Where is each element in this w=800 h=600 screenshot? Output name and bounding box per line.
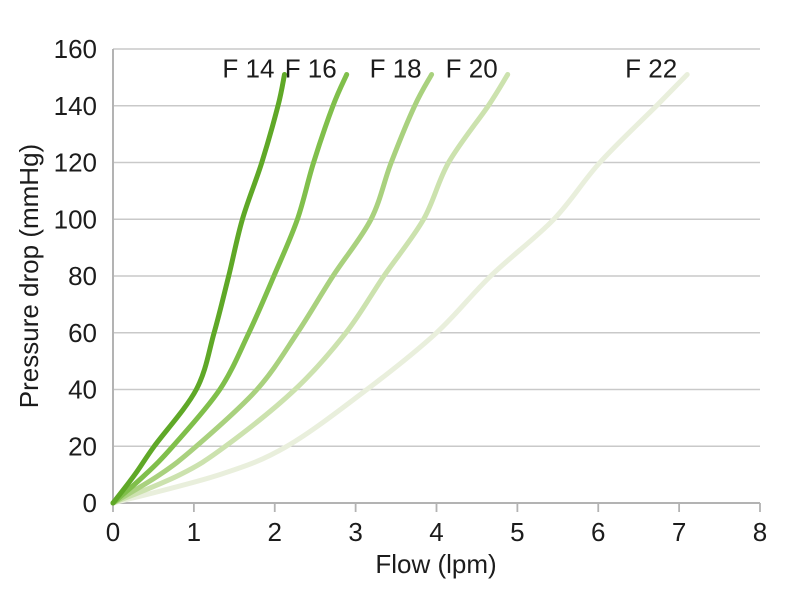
x-tick-label-8: 8 — [753, 517, 767, 547]
x-tick-label-7: 7 — [672, 517, 686, 547]
series-lines-layer — [110, 72, 690, 506]
x-tick-label-3: 3 — [348, 517, 362, 547]
series-label-f-22: F 22 — [625, 54, 677, 84]
x-axis-title: Flow (lpm) — [375, 549, 496, 579]
x-tick-label-4: 4 — [429, 517, 443, 547]
x-tick-label-2: 2 — [268, 517, 282, 547]
y-tick-label-20: 20 — [68, 431, 97, 461]
x-tick-label-5: 5 — [510, 517, 524, 547]
y-tick-label-160: 160 — [54, 34, 97, 64]
y-tick-label-40: 40 — [68, 375, 97, 405]
gridlines-layer — [113, 48, 760, 448]
series-line-f-18 — [110, 72, 435, 506]
y-tick-label-80: 80 — [68, 261, 97, 291]
series-label-f-14: F 14 — [222, 54, 274, 84]
series-line-f-14 — [110, 72, 287, 506]
y-tick-label-60: 60 — [68, 318, 97, 348]
series-line-f-22 — [110, 72, 690, 506]
series-label-f-18: F 18 — [370, 54, 422, 84]
y-axis-title: Pressure drop (mmHg) — [14, 144, 44, 408]
x-tick-label-0: 0 — [106, 517, 120, 547]
series-line-f-16 — [110, 72, 350, 506]
y-tick-label-100: 100 — [54, 204, 97, 234]
x-tick-label-6: 6 — [591, 517, 605, 547]
series-line-f-20 — [110, 72, 511, 506]
axes-layer — [112, 49, 761, 512]
series-label-f-20: F 20 — [446, 54, 498, 84]
y-tick-label-120: 120 — [54, 148, 97, 178]
y-tick-label-0: 0 — [83, 488, 97, 518]
series-label-f-16: F 16 — [285, 54, 337, 84]
y-tick-label-140: 140 — [54, 91, 97, 121]
x-tick-label-1: 1 — [187, 517, 201, 547]
